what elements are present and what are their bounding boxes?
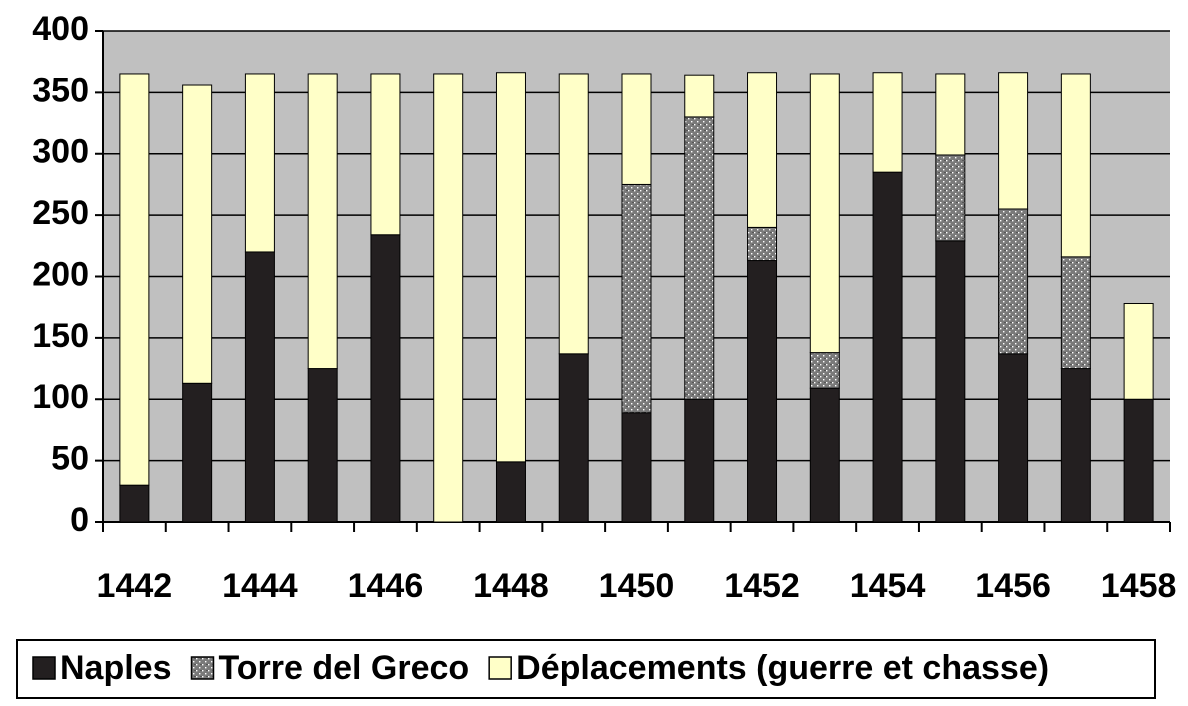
bar-segment (809, 73, 840, 354)
bar-segment (495, 461, 526, 523)
legend-label: Naples (60, 649, 172, 687)
bar-segment (119, 484, 150, 523)
bar-segment (684, 116, 715, 400)
bar-segment (495, 72, 526, 463)
bar-segment (621, 183, 652, 414)
y-tick-label: 250 (32, 194, 89, 232)
legend-swatch (190, 656, 215, 680)
bar-segment (1123, 398, 1154, 523)
legend-label: Déplacements (guerre et chasse) (516, 649, 1049, 687)
y-tick-label: 300 (32, 133, 89, 171)
bar-segment (558, 353, 589, 523)
x-tick-label: 1458 (1101, 567, 1177, 605)
legend-swatch (488, 656, 512, 680)
legend-label: Torre del Greco (219, 649, 470, 687)
bar-segment (1123, 303, 1154, 400)
bar-segment (809, 387, 840, 523)
bar-segment (684, 74, 715, 118)
bar-segment (244, 73, 275, 253)
y-tick-label: 0 (70, 501, 89, 539)
bar-segment (119, 73, 150, 486)
bar-segment (935, 154, 966, 242)
legend-swatch (32, 656, 56, 680)
x-tick-label: 1456 (975, 567, 1051, 605)
bar-segment (1060, 73, 1091, 258)
y-tick-label: 100 (32, 378, 89, 416)
bar-segment (370, 73, 401, 236)
x-tick-label: 1448 (473, 567, 549, 605)
bar-segment (747, 72, 778, 228)
bar-segment (935, 240, 966, 523)
bar-segment (747, 260, 778, 523)
x-tick-label: 1454 (850, 567, 926, 605)
bar-segment (621, 412, 652, 523)
bar-segment (684, 398, 715, 523)
x-tick-label: 1452 (724, 567, 800, 605)
bar-segment (1060, 256, 1091, 370)
bar-segment (182, 382, 213, 523)
bar-segment (998, 208, 1029, 355)
x-tick-label: 1442 (97, 567, 173, 605)
bar-segment (370, 234, 401, 523)
y-tick-label: 400 (32, 10, 89, 48)
bar-segment (872, 171, 903, 523)
y-tick-label: 200 (32, 255, 89, 293)
bar-segment (872, 72, 903, 173)
x-tick-label: 1446 (348, 567, 424, 605)
x-tick-label: 1444 (222, 567, 298, 605)
bar-segment (433, 73, 464, 523)
bar-segment (809, 352, 840, 389)
y-tick-label: 50 (51, 440, 89, 478)
y-tick-label: 350 (32, 71, 89, 109)
legend (16, 639, 1156, 699)
bar-segment (1060, 368, 1091, 523)
bar-segment (244, 251, 275, 523)
bar-segment (998, 72, 1029, 210)
bar-segment (998, 353, 1029, 523)
bar-segment (558, 73, 589, 355)
bar-segment (621, 73, 652, 185)
bar-segment (747, 226, 778, 262)
bar-segment (935, 73, 966, 156)
y-tick-label: 150 (32, 317, 89, 355)
x-tick-label: 1450 (599, 567, 675, 605)
bar-segment (307, 73, 338, 370)
bar-segment (182, 84, 213, 384)
bar-segment (307, 368, 338, 523)
